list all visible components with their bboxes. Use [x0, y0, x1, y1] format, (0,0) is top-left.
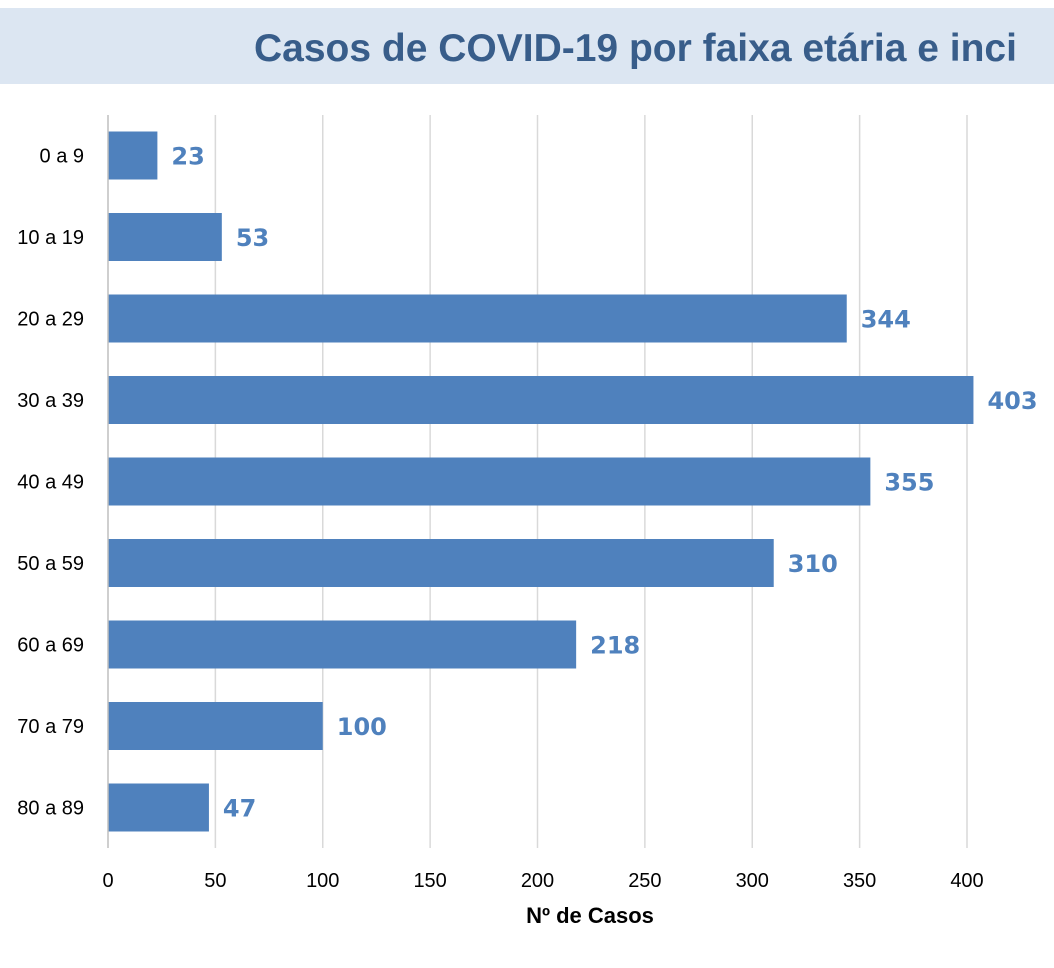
y-category-label: 70 a 79 [17, 716, 84, 738]
x-tick-label: 250 [628, 870, 661, 892]
y-category-label: 10 a 19 [17, 227, 84, 249]
x-tick-label: 200 [521, 870, 554, 892]
x-tick-label: 350 [843, 870, 876, 892]
bar-40-a-49 [108, 457, 871, 506]
bar-30-a-39 [108, 376, 974, 424]
data-label: 47 [223, 795, 256, 823]
y-category-label: 60 a 69 [17, 635, 84, 657]
x-tick-label: 300 [736, 870, 769, 892]
y-category-label: 20 a 29 [17, 309, 84, 331]
bar-70-a-79 [108, 702, 323, 750]
data-label: 344 [861, 306, 911, 334]
bar-10-a-19 [108, 213, 222, 261]
x-axis-title: Nº de Casos [526, 903, 654, 928]
y-category-label: 30 a 39 [17, 390, 84, 412]
x-tick-label: 0 [102, 870, 113, 892]
data-label: 403 [987, 387, 1037, 415]
x-tick-label: 50 [204, 870, 226, 892]
x-tick-label: 100 [306, 870, 339, 892]
chart-title: Casos de COVID-19 por faixa etária e inc… [254, 27, 1017, 70]
data-label: 53 [236, 224, 269, 252]
y-category-label: 80 a 89 [17, 798, 84, 820]
y-category-label: 40 a 49 [17, 472, 84, 494]
y-category-label: 50 a 59 [17, 553, 84, 575]
data-label: 218 [590, 632, 640, 660]
bar-0-a-9 [108, 131, 158, 180]
chart-title-banner: Casos de COVID-19 por faixa etária e inc… [0, 8, 1054, 84]
bar-60-a-69 [108, 620, 577, 669]
bar-80-a-89 [108, 783, 209, 832]
data-label: 23 [171, 143, 204, 171]
data-label: 310 [788, 550, 838, 578]
x-tick-label: 150 [413, 870, 446, 892]
bar-20-a-29 [108, 294, 847, 343]
data-label: 355 [884, 469, 934, 497]
x-tick-label: 400 [950, 870, 983, 892]
data-label: 100 [337, 713, 387, 741]
bars: 23 53 344 403 355 310 218 100 47 [108, 131, 1038, 832]
y-category-label: 0 a 9 [40, 146, 84, 168]
axes: 0 50 100 150 200 250 300 350 400 0 a 9 10 a 19 20 a… [17, 115, 984, 892]
bar-50-a-59 [108, 539, 774, 587]
